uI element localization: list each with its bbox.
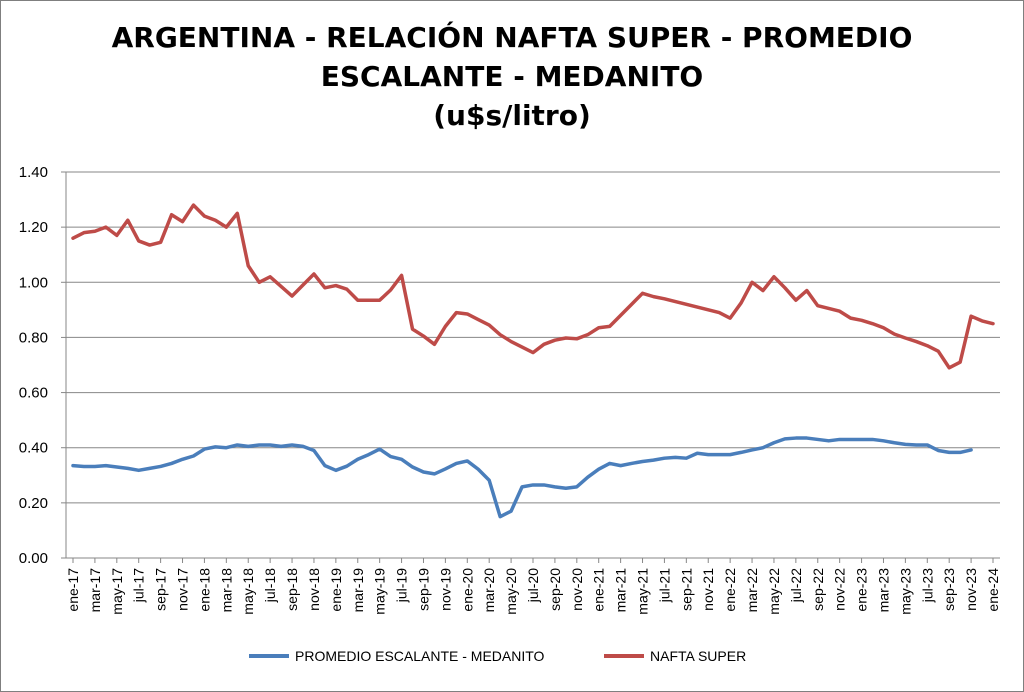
chart-legend: PROMEDIO ESCALANTE - MEDANITO NAFTA SUPE… (0, 648, 1024, 672)
x-tick-label: nov-19 (437, 568, 453, 611)
x-tick-label: ene-23 (854, 568, 870, 612)
x-tick-label: mar-21 (613, 568, 629, 613)
x-tick-label: ene-19 (328, 568, 344, 612)
series-line-nafta-super (71, 203, 995, 370)
x-tick-label: jul-21 (656, 568, 672, 603)
y-tick-label: 1.40 (19, 164, 48, 181)
legend-swatch-nafta-super (604, 654, 644, 658)
x-tick-label: sep-23 (941, 568, 957, 611)
x-tick-label: ene-18 (196, 568, 212, 612)
x-tick-label: sep-19 (415, 568, 431, 611)
x-tick-label: may-18 (240, 568, 256, 615)
x-tick-label: ene-17 (65, 568, 81, 612)
x-tick-label: may-22 (766, 568, 782, 615)
x-tick-label: ene-22 (722, 568, 738, 612)
axes (61, 171, 1000, 563)
chart-title-line-2: ESCALANTE - MEDANITO (320, 60, 704, 93)
x-tick-label: ene-20 (459, 568, 475, 612)
x-tick-label: sep-20 (547, 568, 563, 611)
x-tick-label: nov-21 (700, 568, 716, 611)
x-tick-label: mar-20 (481, 568, 497, 613)
x-tick-label: nov-22 (832, 568, 848, 611)
x-tick-label: may-17 (109, 568, 125, 615)
x-tick-label: jul-18 (262, 568, 278, 603)
x-tick-label: sep-21 (678, 568, 694, 611)
x-tick-label: sep-18 (284, 568, 300, 611)
x-tick-label: mar-23 (875, 568, 891, 613)
y-tick-label: 0.80 (19, 329, 48, 346)
x-tick-label: sep-17 (153, 568, 169, 611)
x-tick-label: may-19 (372, 568, 388, 615)
y-tick-label: 0.00 (19, 550, 48, 567)
tick-labels: 0.00 0.20 0.40 0.60 0.80 1.00 1.20 1.40 ene-17 ma… (19, 164, 1001, 615)
x-tick-label: jul-22 (788, 568, 804, 603)
gridlines (66, 171, 1000, 504)
legend-label-nafta-super: NAFTA SUPER (650, 648, 747, 664)
x-tick-label: ene-21 (591, 568, 607, 612)
x-tick-label: mar-17 (87, 568, 103, 613)
legend-label-escalante-medanito: PROMEDIO ESCALANTE - MEDANITO (295, 648, 545, 664)
x-tick-label: nov-17 (175, 568, 191, 611)
x-tick-label: mar-19 (350, 568, 366, 613)
legend-item-escalante-medanito: PROMEDIO ESCALANTE - MEDANITO (249, 648, 544, 664)
x-tick-label: sep-22 (810, 568, 826, 611)
legend-item-nafta-super: NAFTA SUPER (604, 648, 746, 664)
x-tick-label: jul-20 (525, 568, 541, 603)
chart-title-line-1: ARGENTINA - RELACIÓN NAFTA SUPER - PROME… (111, 21, 913, 54)
y-tick-label: 1.20 (19, 219, 48, 236)
series-lines (71, 203, 995, 519)
x-tick-label: nov-20 (569, 568, 585, 611)
y-tick-label: 0.20 (19, 495, 48, 512)
x-tick-label: mar-18 (218, 568, 234, 613)
x-tick-label: ene-24 (985, 568, 1001, 612)
legend-swatch-escalante-medanito (249, 654, 289, 658)
x-tick-label: nov-23 (963, 568, 979, 611)
chart-title-line-3: (u$s/litro) (433, 99, 591, 132)
x-tick-label: may-20 (503, 568, 519, 615)
y-tick-label: 0.60 (19, 385, 48, 402)
chart-title: ARGENTINA - RELACIÓN NAFTA SUPER - PROME… (0, 18, 1024, 135)
y-tick-label: 0.40 (19, 440, 48, 457)
x-tick-label: jul-23 (919, 568, 935, 603)
x-tick-label: nov-18 (306, 568, 322, 611)
x-tick-label: jul-17 (131, 568, 147, 603)
y-tick-label: 1.00 (19, 274, 48, 291)
x-tick-label: mar-22 (744, 568, 760, 613)
series-line-escalante-medanito (71, 436, 973, 519)
x-tick-label: may-21 (635, 568, 651, 615)
x-tick-label: may-23 (897, 568, 913, 615)
x-tick-label: jul-19 (394, 568, 410, 603)
